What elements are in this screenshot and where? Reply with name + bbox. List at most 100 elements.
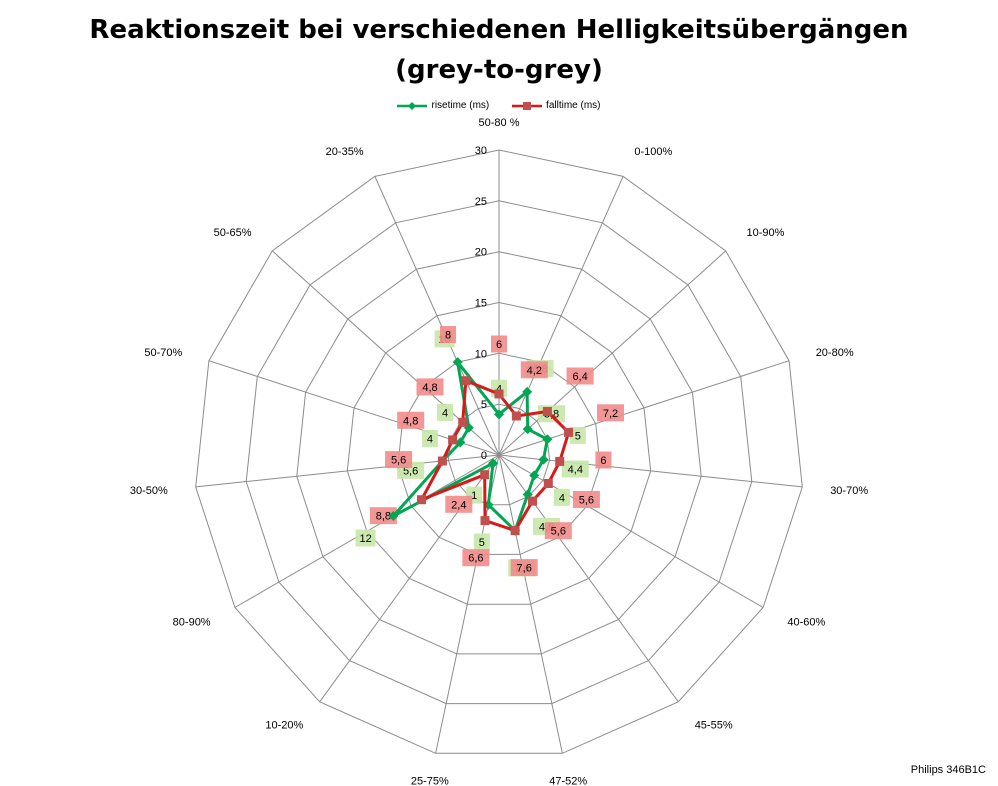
data-label: 4 [442,407,448,419]
data-label: 4,8 [403,415,418,427]
data-label: 6 [496,339,502,351]
data-point [437,456,447,466]
legend-swatch-falltime [512,101,543,110]
data-label-bg [397,411,425,429]
data-label: 12 [359,533,371,545]
data-label-bg [510,559,538,577]
data-label-bg [597,404,624,422]
grid-spoke [498,454,803,488]
grid-ring [397,352,601,555]
data-label: 4 [427,434,433,446]
data-label-bg [416,378,444,396]
data-label: 4,4 [568,464,583,476]
data-label: 7,2 [603,408,618,420]
data-label: 8,8 [376,511,391,523]
data-label: 4 [496,383,502,395]
category-label: 20-35% [326,146,364,158]
legend-label-risetime: risetime (ms) [431,100,490,111]
series-falltime [417,376,574,536]
data-label: 8 [445,330,451,342]
data-point [522,424,533,435]
data-label-bg [421,430,438,447]
data-point [452,357,463,368]
data-label: 6,4 [572,371,587,383]
radial-tick-label: 25 [475,196,487,208]
grid-ring [296,251,702,655]
data-label: 5,6 [579,495,594,507]
data-label: 5 [575,430,581,442]
data-label-bg [437,403,453,421]
data-point [461,376,471,386]
chart-title: Reaktionszeit bei verschiedenen Helligke… [0,10,998,90]
data-labels: 46,83,854,444,87,651125,6441064,26,47,26… [355,326,624,577]
grid-spoke [498,454,563,754]
data-label: 5 [479,537,485,549]
data-point [417,495,426,505]
legend-item-risetime: risetime (ms) [397,100,489,111]
series-line [391,360,549,533]
data-point [529,470,540,481]
category-label: 30-70% [830,485,868,497]
legend-swatch-risetime [397,101,428,110]
data-label-bg [462,549,490,567]
data-label: 2,4 [451,499,466,511]
data-label-bg [569,426,586,444]
data-point [388,511,399,521]
data-point [528,496,537,506]
data-label: 6 [600,455,606,467]
category-label: 0-100% [634,146,672,158]
radial-tick-label: 10 [475,348,487,360]
footer-model-label: Philips 346B1C [910,764,986,776]
data-label-bg [491,335,507,353]
category-label: 50-80 % [479,117,520,129]
data-point [564,427,574,437]
chart-title-line-2: (grey-to-grey) [395,55,603,85]
data-point [555,456,565,466]
data-label-bg [440,326,456,343]
radial-tick-label: 30 [475,145,487,157]
data-point [455,437,466,448]
data-label-bg [355,529,376,547]
legend-label-falltime: falltime (ms) [546,100,601,111]
grid-spoke [195,454,500,488]
series-line [420,379,571,533]
data-label-bg [566,367,594,385]
data-label: 1 [471,490,477,502]
category-label: 47-52% [549,776,587,786]
grid-ring [195,149,803,754]
data-label-bg [561,460,589,478]
data-point [522,386,533,397]
chart-title-line-1: Reaktionszeit bei verschiedenen Helligke… [89,15,909,45]
data-point [511,411,521,421]
data-point [542,434,553,445]
data-point [543,479,553,488]
category-label: 50-70% [144,347,182,359]
data-label-bg [385,451,413,469]
grid-spoke [498,454,764,608]
category-label: 80-90% [173,617,211,629]
data-label-bg [553,488,570,506]
radial-tick-label: 20 [475,247,487,259]
category-label: 50-65% [214,227,252,239]
data-label-bg [572,491,600,508]
data-point [542,407,552,416]
data-label-bg [595,451,612,469]
grid-ring [245,200,753,705]
category-label: 20-80% [816,347,854,359]
chart-legend: risetime (ms) falltime (ms) [0,100,998,114]
data-label-bg [445,495,473,513]
data-point [488,458,499,469]
category-label: 10-20% [265,719,303,731]
data-label-bg [369,507,397,525]
grid-spoke [498,250,727,456]
data-label: 6,6 [468,553,483,565]
radial-tick-label: 5 [481,399,487,411]
radial-tick-label: 0 [481,450,487,462]
data-label: 4,8 [422,382,437,394]
data-label: 7,6 [517,563,532,575]
category-label: 25-75% [411,776,449,786]
grid-ring [346,301,652,605]
data-point [538,454,549,465]
category-label: 30-50% [130,485,168,497]
